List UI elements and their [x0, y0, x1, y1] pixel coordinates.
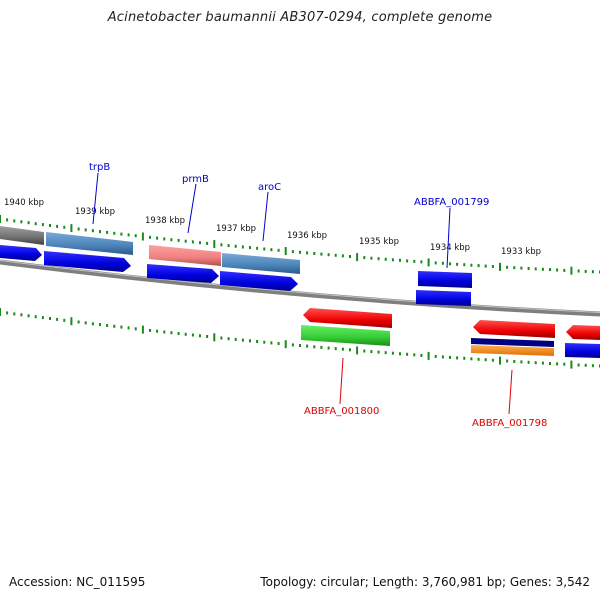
- cds-reverse-arrow[interactable]: [566, 325, 600, 340]
- gene-block-trpB[interactable]: [46, 232, 133, 255]
- scale-label-1935: 1935 kbp: [359, 237, 399, 247]
- leader-trpB: [92, 172, 99, 225]
- label-leaders: [92, 172, 513, 415]
- leader-ABBFA_001800: [339, 357, 344, 405]
- cds-forward-arrow[interactable]: [418, 271, 472, 288]
- scale-label-1936: 1936 kbp: [287, 231, 327, 241]
- genome-backbone: [0, 259, 600, 317]
- gene-block-green[interactable]: [301, 325, 390, 346]
- scale-label-1939: 1939 kbp: [75, 207, 115, 217]
- scale-labels: 1940 kbp 1939 kbp 1938 kbp 1937 kbp 1936…: [4, 198, 541, 257]
- outer-scale-ticks: [0, 215, 600, 275]
- scale-label-1940: 1940 kbp: [4, 198, 44, 208]
- leader-ABBFA_001799: [446, 207, 451, 269]
- gene-label-prmB[interactable]: prmB: [182, 174, 209, 185]
- scale-label-1933: 1933 kbp: [501, 247, 541, 257]
- gene-track-upper: [0, 226, 300, 274]
- genome-backbone-highlight: [0, 260, 600, 313]
- leader-aroC: [262, 191, 269, 242]
- cds-reverse-arrow[interactable]: [473, 320, 555, 338]
- gene-label-ABBFA_001800[interactable]: ABBFA_001800: [304, 406, 379, 417]
- cds-forward-arrow[interactable]: [0, 245, 42, 261]
- cds-forward-arrow[interactable]: [44, 251, 131, 272]
- gene-label-trpB[interactable]: trpB: [89, 162, 110, 173]
- scale-label-1938: 1938 kbp: [145, 216, 185, 226]
- leader-prmB: [187, 183, 197, 234]
- accession-text: Accession: NC_011595: [9, 575, 146, 589]
- inner-scale-ticks: [0, 308, 600, 369]
- gene-label-ABBFA_001798[interactable]: ABBFA_001798: [472, 418, 547, 429]
- gene-block-aroC[interactable]: [222, 253, 300, 274]
- gene-block-prmB[interactable]: [149, 245, 221, 266]
- cds-forward-arrow[interactable]: [416, 290, 471, 306]
- cds-forward-arrow[interactable]: [220, 271, 298, 291]
- other-features: [301, 325, 554, 356]
- cds-reverse-arrow[interactable]: [303, 308, 392, 328]
- scale-label-1937: 1937 kbp: [216, 224, 256, 234]
- gene-block-gray[interactable]: [0, 226, 44, 245]
- scale-label-1934: 1934 kbp: [430, 243, 470, 253]
- gene-label-aroC[interactable]: aroC: [258, 182, 281, 193]
- map-title: Acinetobacter baumannii AB307-0294, comp…: [107, 10, 493, 25]
- gene-block-navy[interactable]: [471, 338, 554, 347]
- forward-cds-track: [0, 245, 600, 358]
- leader-ABBFA_001798: [508, 369, 513, 415]
- gene-label-ABBFA_001799[interactable]: ABBFA_001799: [414, 197, 489, 208]
- gene-labels: trpB prmB aroC ABBFA_001799 ABBFA_001800…: [89, 162, 547, 429]
- genome-stats-text: Topology: circular; Length: 3,760,981 bp…: [260, 575, 590, 589]
- gene-block-orange[interactable]: [471, 345, 554, 356]
- cds-forward-arrow[interactable]: [565, 343, 600, 358]
- reverse-cds-track: [303, 308, 600, 340]
- cds-forward-arrow[interactable]: [147, 264, 219, 283]
